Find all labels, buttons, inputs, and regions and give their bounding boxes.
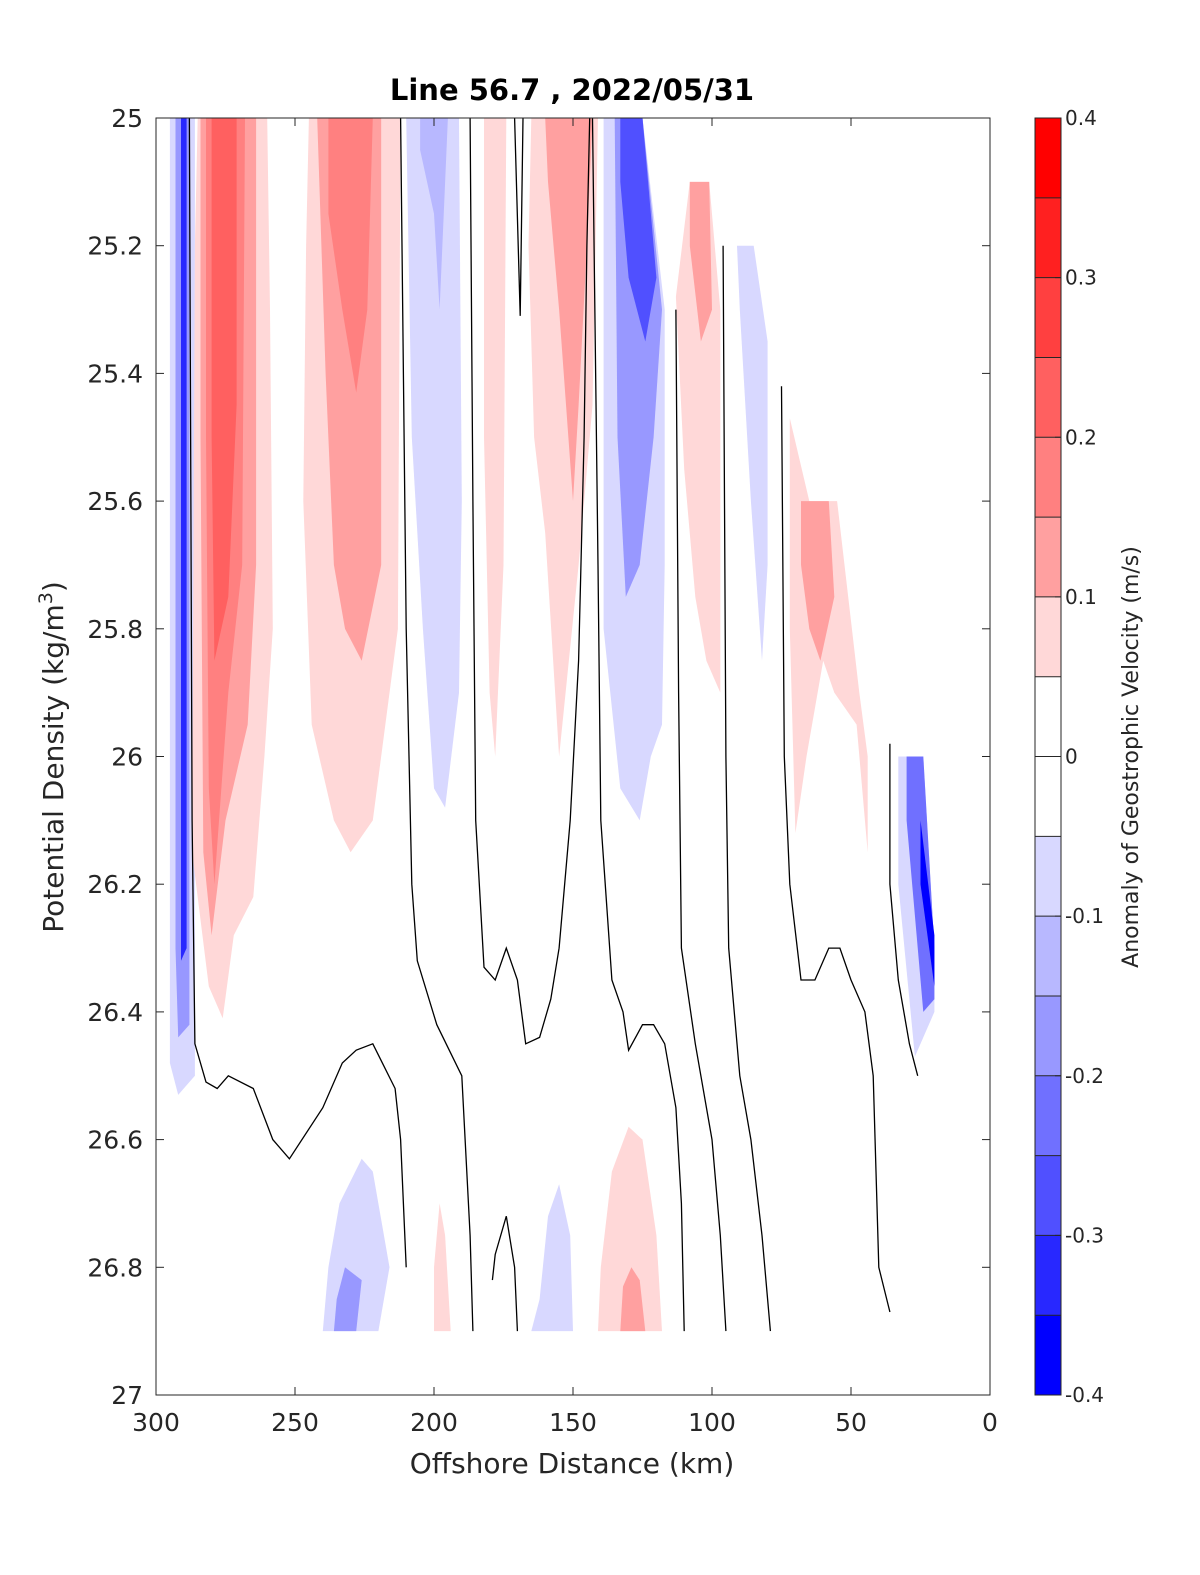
y-tick-label: 26 xyxy=(111,743,143,772)
x-tick-label: 50 xyxy=(835,1408,867,1437)
colorbar-tick-label: 0.1 xyxy=(1065,585,1097,609)
colorbar-tick-label: -0.4 xyxy=(1065,1383,1104,1407)
x-tick-label: 300 xyxy=(132,1408,180,1437)
colorbar-tick-label: 0.3 xyxy=(1065,266,1097,290)
x-tick-label: 100 xyxy=(688,1408,736,1437)
colorbar-swatch xyxy=(1035,676,1061,757)
contour-fill-deep-b xyxy=(333,1267,362,1332)
colorbar-swatch xyxy=(1035,118,1061,198)
chart-title: Line 56.7 , 2022/05/31 xyxy=(390,73,754,107)
x-tick-label: 200 xyxy=(410,1408,458,1437)
x-tick-label: 150 xyxy=(549,1408,597,1437)
contour-fill-deep-c xyxy=(434,1203,451,1332)
colorbar-tick-label: 0 xyxy=(1065,745,1078,769)
colorbar-swatch xyxy=(1035,1235,1061,1316)
colorbar-swatch xyxy=(1035,596,1061,677)
colorbar-tick-label: -0.3 xyxy=(1065,1223,1104,1247)
contour-fill-cell-m xyxy=(484,118,507,757)
contour-fill-cell-l xyxy=(420,118,448,310)
colorbar-swatch xyxy=(1035,1155,1061,1236)
contour-fill-cell-g xyxy=(211,118,237,661)
y-axis-label-main: Potential Density (kg/m xyxy=(37,604,70,933)
y-tick-label: 25.8 xyxy=(87,615,143,644)
colorbar-label: Anomaly of Geostrophic Velocity (m/s) xyxy=(1119,546,1144,968)
colorbar-swatches xyxy=(1035,117,1061,1395)
colorbar-swatch xyxy=(1035,995,1061,1076)
zero-contour-lines xyxy=(188,117,919,1332)
x-axis-ticks: 300 250 200 150 100 50 0 xyxy=(132,118,998,1437)
contour-fill-cell-u xyxy=(737,245,768,661)
y-tick-label: 25.4 xyxy=(87,359,143,388)
y-tick-label: 26.8 xyxy=(87,1253,143,1282)
colorbar-swatch xyxy=(1035,357,1061,438)
x-tick-label: 0 xyxy=(982,1408,998,1437)
contour-fill-cell-t xyxy=(689,181,712,342)
contour-fill-cell-z xyxy=(920,820,935,987)
y-tick-label: 26.6 xyxy=(87,1126,143,1155)
zero-line-2 xyxy=(399,117,474,1332)
colorbar-tick-label: 0.2 xyxy=(1065,425,1097,449)
y-tick-label: 26.2 xyxy=(87,870,143,899)
contour-fill-cell-r xyxy=(620,118,657,342)
colorbar-swatch xyxy=(1035,197,1061,278)
zero-line-3 xyxy=(469,117,591,1045)
colorbar-swatch xyxy=(1035,277,1061,358)
colorbar-swatch xyxy=(1035,437,1061,518)
contour-fill-cell-j xyxy=(328,118,373,393)
zero-line-7 xyxy=(780,386,891,1313)
colorbar-ticks: 0.4 0.3 0.2 0.1 0 -0.1 -0.2 -0.3 -0.4 xyxy=(1055,106,1104,1407)
contour-fill-cell-o xyxy=(545,118,593,502)
colorbar-swatch xyxy=(1035,517,1061,597)
y-tick-label: 27 xyxy=(111,1381,143,1410)
y-axis-label: Potential Density (kg/m3) xyxy=(35,581,70,933)
contour-fill-deep-f xyxy=(620,1267,646,1332)
colorbar-tick-label: -0.2 xyxy=(1065,1064,1104,1088)
contour-fill-cell-w xyxy=(801,501,835,661)
colorbar-swatch xyxy=(1035,1315,1061,1395)
zero-line-8 xyxy=(889,743,919,1076)
contour-fill-deep-a xyxy=(322,1158,390,1332)
colorbar-swatch xyxy=(1035,916,1061,996)
plot-area: 300 250 200 150 100 50 0 2525.225.425.625.8262… xyxy=(87,104,998,1437)
y-axis-label-superscript: 3 xyxy=(35,592,57,604)
zero-line-6 xyxy=(722,245,772,1332)
colorbar-swatch xyxy=(1035,1075,1061,1156)
colorbar-tick-label: 0.4 xyxy=(1065,106,1097,130)
y-tick-label: 25.6 xyxy=(87,487,143,516)
y-tick-label: 26.4 xyxy=(87,998,143,1027)
x-axis-label: Offshore Distance (km) xyxy=(410,1447,735,1480)
filled-contours xyxy=(169,118,935,1332)
contour-fill-cell-k xyxy=(406,118,462,808)
colorbar-swatch xyxy=(1035,836,1061,917)
y-tick-label: 25 xyxy=(111,104,143,133)
zero-line-1 xyxy=(188,117,407,1268)
zero-line-9 xyxy=(513,117,524,316)
colorbar: 0.4 0.3 0.2 0.1 0 -0.1 -0.2 -0.3 -0.4 xyxy=(1034,106,1104,1407)
zero-line-4 xyxy=(591,117,685,1332)
x-tick-label: 250 xyxy=(271,1408,319,1437)
colorbar-swatch xyxy=(1035,756,1061,837)
y-tick-label: 25.2 xyxy=(87,232,143,261)
contour-fill-deep-e xyxy=(598,1126,662,1332)
zero-line-10 xyxy=(491,1216,519,1332)
contour-fill-cell-c xyxy=(181,118,187,961)
y-axis-label-suffix: ) xyxy=(37,581,70,592)
contour-fill-deep-d xyxy=(531,1184,573,1332)
zero-line-5 xyxy=(675,309,727,1332)
y-axis-ticks: 25 25.2 25.4 25.6 25.8 26 26.2 26.4 26.6 26.8 27 xyxy=(87,104,990,1410)
colorbar-tick-label: -0.1 xyxy=(1065,904,1104,928)
